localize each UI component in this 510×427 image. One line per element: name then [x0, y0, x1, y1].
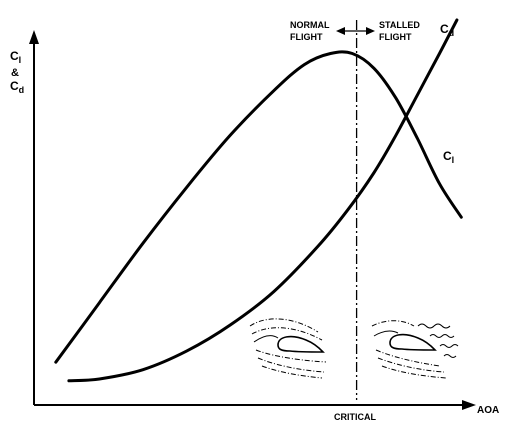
- cl-series-label: Cl: [443, 149, 454, 165]
- cl-curve: [54, 50, 463, 364]
- normal-flight-label-top: NORMAL: [290, 20, 330, 30]
- svg-text:Cd: Cd: [10, 79, 24, 95]
- x-axis-arrow: [462, 400, 476, 410]
- critical-label: CRITICAL: [334, 412, 376, 422]
- region-double-arrow: [336, 27, 375, 35]
- svg-text:&: &: [11, 67, 19, 79]
- svg-text:Cl: Cl: [10, 49, 21, 65]
- y-axis-arrow: [29, 30, 39, 44]
- cd-series-label: Cd: [440, 22, 454, 38]
- normal-flight-label-bottom: FLIGHT: [290, 32, 323, 42]
- stalled-flight-label-top: STALLED: [379, 20, 420, 30]
- airfoil-separated-flow-illustration: [371, 320, 459, 379]
- y-axis-label: Cl & Cd: [10, 49, 24, 95]
- cd-curve: [67, 18, 459, 383]
- x-axis-label: AOA: [477, 405, 499, 416]
- airfoil-smooth-flow-illustration: [249, 318, 327, 379]
- stalled-flight-label-bottom: FLIGHT: [379, 32, 412, 42]
